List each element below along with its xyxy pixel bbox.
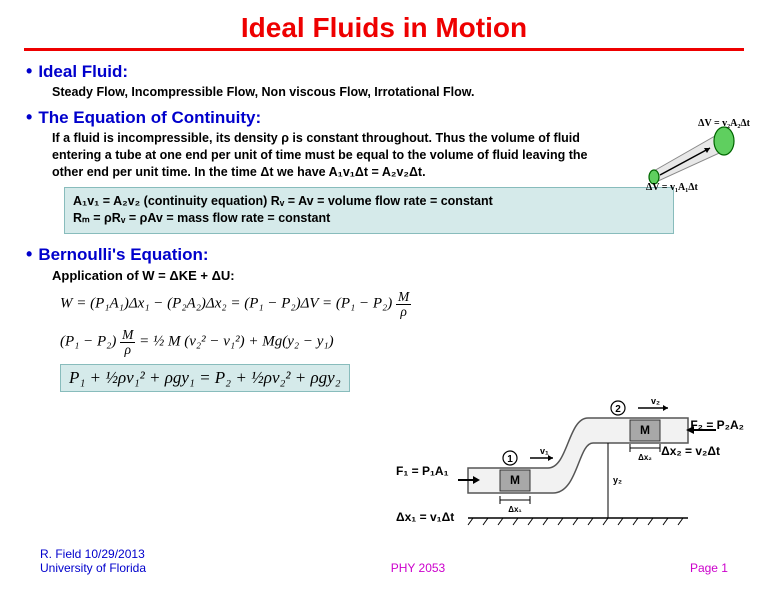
continuity-tube-diagram: ΔV = v₂A₂Δt ΔV = v₁A₁Δt (632, 120, 752, 200)
fraction: M ρ (396, 290, 411, 318)
bullet-sub: Application of W = ΔKE + ΔU: (52, 267, 612, 285)
dx-label-2: Δx₂ = v₂Δt (661, 444, 720, 458)
svg-text:y₂: y₂ (613, 475, 622, 485)
force-label-f1: F₁ = P₁A₁ (396, 464, 449, 478)
eq-text: W = (P₁A₁)Δx₁ − (P₂A₂)Δx₂ = (P₁ − P₂)ΔV … (60, 295, 392, 311)
diagram-label: ΔV = v₂A₂Δt (698, 118, 750, 129)
svg-text:M: M (510, 473, 520, 487)
footer-author-date: R. Field 10/29/2013 (40, 547, 146, 561)
page-title: Ideal Fluids in Motion (24, 12, 744, 44)
footer-center: PHY 2053 (391, 561, 446, 575)
footer-right: Page 1 (690, 561, 728, 575)
footer-affiliation: University of Florida (40, 561, 146, 575)
footer-left: R. Field 10/29/2013 University of Florid… (40, 547, 146, 575)
svg-text:v₂: v₂ (651, 396, 660, 406)
bullet-dot: • (26, 244, 32, 265)
eq-text: (P₁ − P₂) (60, 333, 116, 349)
frac-num: M (120, 328, 135, 343)
bullet-sub: If a fluid is incompressible, its densit… (52, 130, 612, 181)
continuity-box: A₁v₁ = A₂v₂ (continuity equation) Rᵥ = A… (64, 187, 674, 234)
svg-text:Δx₁: Δx₁ (508, 505, 522, 514)
bullet-dot: • (26, 61, 32, 82)
force-label-f2: F₂ = P₂A₂ (690, 418, 744, 432)
equation-w: W = (P₁A₁)Δx₁ − (P₂A₂)Δx₂ = (P₁ − P₂)ΔV … (60, 290, 744, 318)
bullet-ideal-fluid: • Ideal Fluid: (24, 61, 744, 82)
bernoulli-box: P₁ + ½ρv₁² + ρgy₁ = P₂ + ½ρv₂² + ρgy₂ (60, 364, 350, 392)
diagram-label: ΔV = v₁A₁Δt (646, 182, 698, 193)
eq-text: = ½ M (v₂² − v₁²) + Mg(y₂ − y₁) (139, 333, 333, 349)
eq-text: P₁ + ½ρv₁² + ρgy₁ = P₂ + ½ρv₂² + ρgy₂ (69, 368, 341, 387)
equation-p: (P₁ − P₂) M ρ = ½ M (v₂² − v₁²) + Mg(y₂ … (60, 328, 744, 356)
bullet-sub: Steady Flow, Incompressible Flow, Non vi… (52, 84, 612, 101)
box-line: Rₘ = ρRᵥ = ρAv = mass flow rate = consta… (73, 210, 665, 228)
bullet-head: The Equation of Continuity: (38, 108, 261, 128)
bullet-bernoulli: • Bernoulli's Equation: (24, 244, 744, 265)
bullet-head: Bernoulli's Equation: (38, 245, 208, 265)
bullet-head: Ideal Fluid: (38, 62, 128, 82)
svg-text:2: 2 (615, 404, 621, 415)
box-line: A₁v₁ = A₂v₂ (continuity equation) Rᵥ = A… (73, 193, 665, 211)
slide-footer: R. Field 10/29/2013 University of Florid… (0, 547, 768, 575)
frac-den: ρ (120, 343, 135, 357)
title-rule (24, 48, 744, 51)
svg-text:v₁: v₁ (540, 446, 549, 456)
dx-label-1: Δx₁ = v₁Δt (396, 510, 454, 524)
frac-den: ρ (396, 305, 411, 319)
svg-text:Δx₂: Δx₂ (638, 453, 652, 462)
svg-text:1: 1 (507, 454, 513, 465)
frac-num: M (396, 290, 411, 305)
svg-text:M: M (640, 423, 650, 437)
bullet-dot: • (26, 107, 32, 128)
fraction: M ρ (120, 328, 135, 356)
bernoulli-pipe-diagram: M M 1 2 v₁ v₂ Δx₁ Δx₂ y₂ (458, 388, 738, 528)
